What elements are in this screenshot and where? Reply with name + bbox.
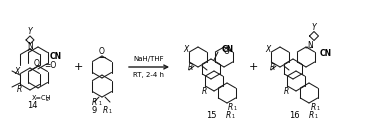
Text: +: +	[73, 62, 83, 72]
Text: 14: 14	[27, 102, 37, 111]
Text: RT, 2-4 h: RT, 2-4 h	[134, 72, 165, 78]
Text: R: R	[92, 98, 97, 107]
Text: 1: 1	[232, 114, 234, 119]
Text: Y: Y	[28, 27, 32, 37]
Text: 1: 1	[316, 106, 319, 111]
Text: 9: 9	[91, 106, 96, 115]
Text: Y: Y	[312, 23, 316, 32]
Text: X: X	[266, 45, 271, 54]
Text: R: R	[16, 84, 22, 94]
Text: R: R	[201, 87, 206, 95]
Text: N: N	[27, 42, 33, 51]
Text: R: R	[187, 62, 193, 71]
Text: X: X	[183, 45, 188, 54]
Text: 2: 2	[45, 97, 49, 102]
Text: R: R	[269, 62, 275, 71]
Text: =O: =O	[44, 61, 56, 70]
Text: R: R	[226, 111, 231, 119]
Text: R: R	[310, 103, 316, 111]
Text: 1: 1	[233, 106, 237, 111]
Text: R: R	[283, 87, 289, 95]
Text: X: X	[14, 67, 19, 75]
Text: 16: 16	[289, 111, 299, 119]
Text: NaH/THF: NaH/THF	[134, 56, 164, 62]
Text: O: O	[224, 47, 230, 57]
Text: R: R	[309, 111, 314, 119]
Text: 15: 15	[206, 111, 216, 119]
Text: +: +	[248, 62, 258, 72]
Text: CN: CN	[320, 50, 332, 58]
Text: CN: CN	[222, 45, 234, 54]
Text: 1: 1	[108, 109, 111, 114]
Text: N: N	[307, 41, 313, 50]
Text: CN: CN	[50, 53, 62, 61]
Text: R: R	[227, 103, 233, 111]
Text: O: O	[99, 47, 105, 57]
Text: 1: 1	[98, 101, 101, 106]
Text: O: O	[34, 59, 40, 68]
Text: R: R	[103, 106, 108, 115]
Text: 1: 1	[315, 114, 318, 119]
Text: X=CH: X=CH	[32, 95, 52, 101]
